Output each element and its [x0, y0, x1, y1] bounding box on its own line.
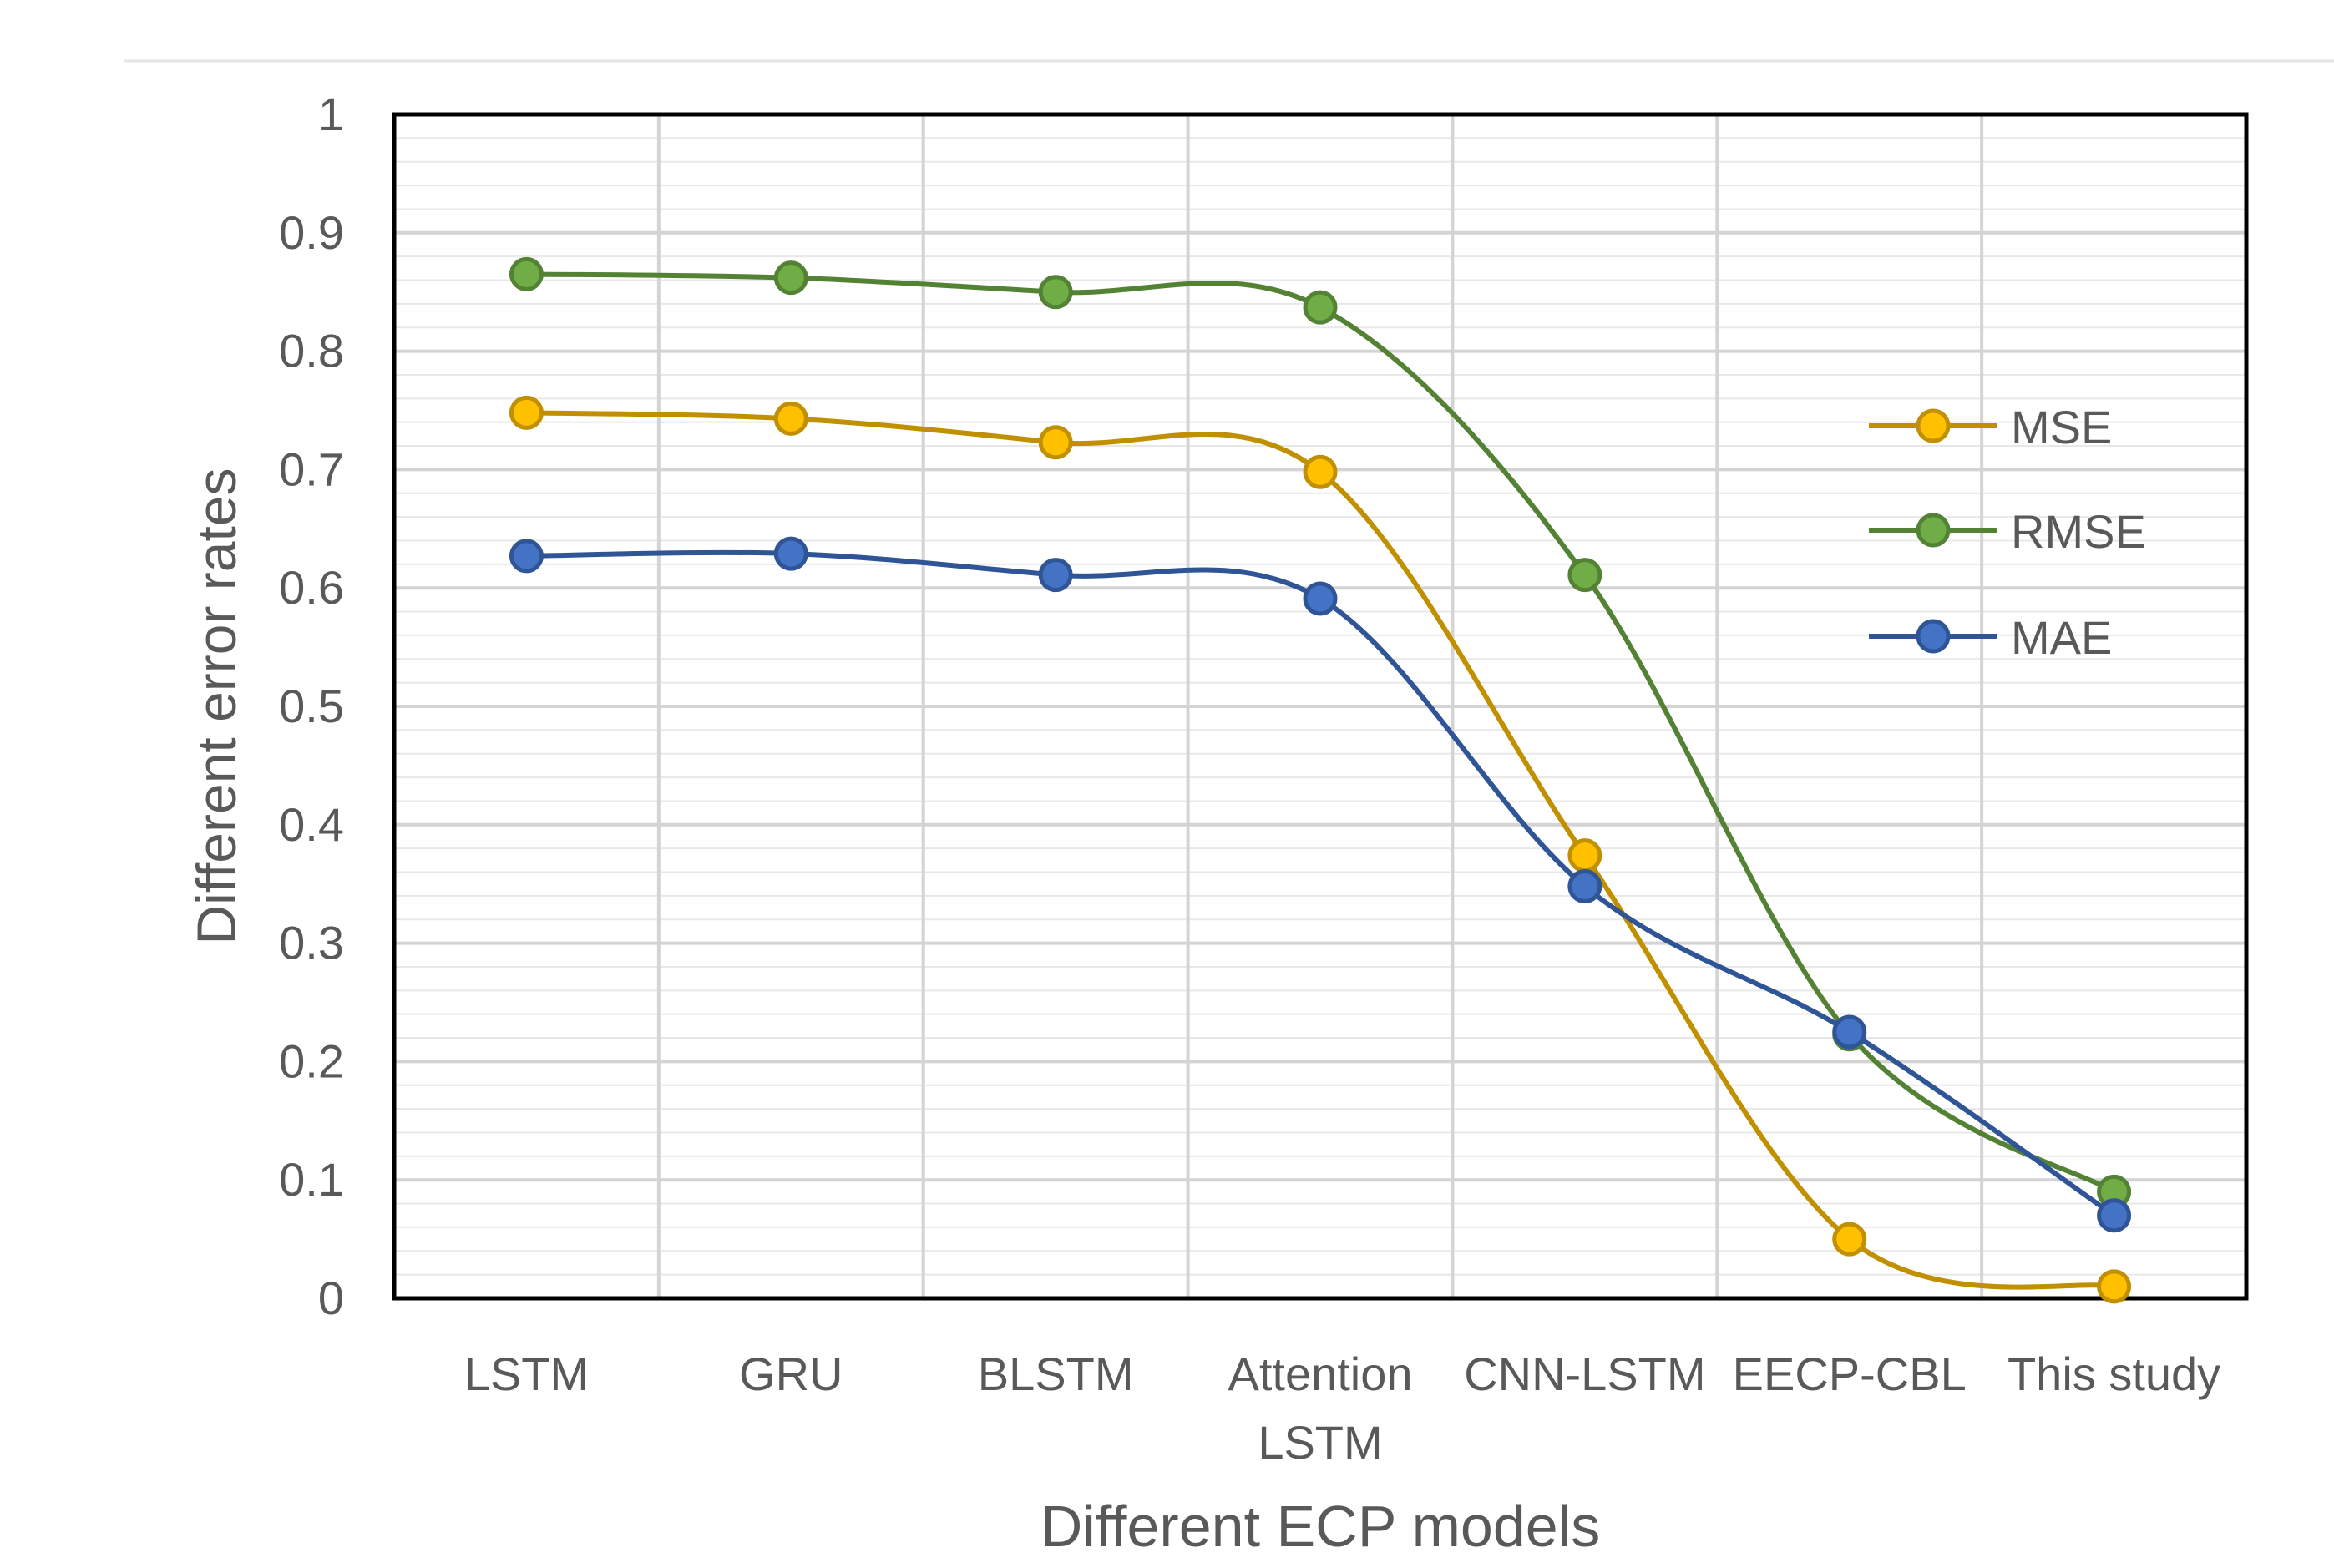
y-tick-label: 0.6 — [279, 561, 344, 614]
data-point-mse — [2097, 1269, 2132, 1304]
legend-marker-rmse — [1916, 513, 1951, 548]
y-tick-label: 0.1 — [279, 1153, 344, 1206]
legend-item-mae: MAE — [1869, 611, 2112, 664]
data-point-mse — [509, 395, 544, 430]
series-mae — [509, 536, 2132, 1233]
x-tick-label: LSTM — [1258, 1416, 1382, 1469]
legend-label-mse: MSE — [2011, 401, 2112, 453]
y-tick-label: 0.5 — [279, 680, 344, 732]
legend-marker-mse — [1916, 408, 1951, 443]
data-point-mae — [2097, 1198, 2132, 1233]
y-tick-label: 0.2 — [279, 1034, 344, 1087]
data-point-rmse — [773, 260, 808, 296]
data-point-rmse — [1303, 290, 1338, 325]
series-line-rmse — [526, 271, 2116, 1194]
legend-item-rmse: RMSE — [1869, 505, 2146, 558]
y-tick-label: 0.7 — [279, 443, 344, 495]
data-point-mse — [1832, 1222, 1867, 1257]
data-point-rmse — [1038, 275, 1073, 310]
series-mse — [509, 395, 2132, 1304]
x-tick-label: CNN-LSTM — [1464, 1348, 1705, 1400]
x-tick-label: Attention — [1228, 1348, 1412, 1400]
data-point-mae — [773, 536, 808, 571]
data-point-mae — [1567, 869, 1602, 904]
series-layer — [509, 256, 2132, 1304]
x-tick-label: LSTM — [464, 1348, 589, 1400]
data-point-mae — [1303, 581, 1338, 616]
x-tick-label: This study — [2007, 1348, 2220, 1400]
data-point-rmse — [1567, 558, 1602, 593]
data-point-mse — [1038, 425, 1073, 460]
y-tick-label: 0.3 — [279, 917, 344, 969]
legend: MSE RMSE MAE — [1869, 401, 2146, 664]
x-tick-label: GRU — [739, 1348, 843, 1400]
y-tick-label: 1 — [318, 88, 344, 140]
data-point-mse — [1303, 454, 1338, 489]
vertical-gridlines — [656, 114, 1984, 1298]
series-line-mae — [526, 549, 2116, 1218]
plot-area-frame — [392, 112, 2249, 1301]
y-tick-label: 0 — [318, 1272, 344, 1324]
data-point-mse — [1567, 838, 1602, 873]
y-axis-label: Different error rates — [185, 468, 247, 945]
y-tick-label: 0.9 — [279, 206, 344, 259]
y-tick-label: 0.4 — [279, 798, 344, 851]
x-axis-label: Different ECP models — [1040, 1494, 1601, 1559]
y-axis-tick-labels: 0 0.1 0.2 0.3 0.4 0.5 0.6 0.7 0.8 0.9 1 — [279, 88, 344, 1324]
series-rmse — [509, 256, 2132, 1209]
data-point-mse — [773, 401, 808, 436]
data-point-mae — [1832, 1014, 1867, 1050]
x-tick-label: EECP-CBL — [1733, 1348, 1967, 1400]
y-tick-label: 0.8 — [279, 325, 344, 377]
data-point-mae — [1038, 558, 1073, 593]
x-tick-label: BLSTM — [978, 1348, 1134, 1400]
legend-label-rmse: RMSE — [2011, 505, 2146, 558]
legend-item-mse: MSE — [1869, 401, 2112, 453]
legend-label-mae: MAE — [2011, 611, 2112, 664]
legend-marker-mae — [1916, 619, 1951, 654]
data-point-rmse — [509, 256, 544, 291]
x-axis-tick-labels: LSTM GRU BLSTM Attention LSTM CNN-LSTM EECP-CB… — [464, 1348, 2220, 1469]
data-point-mae — [509, 539, 544, 574]
